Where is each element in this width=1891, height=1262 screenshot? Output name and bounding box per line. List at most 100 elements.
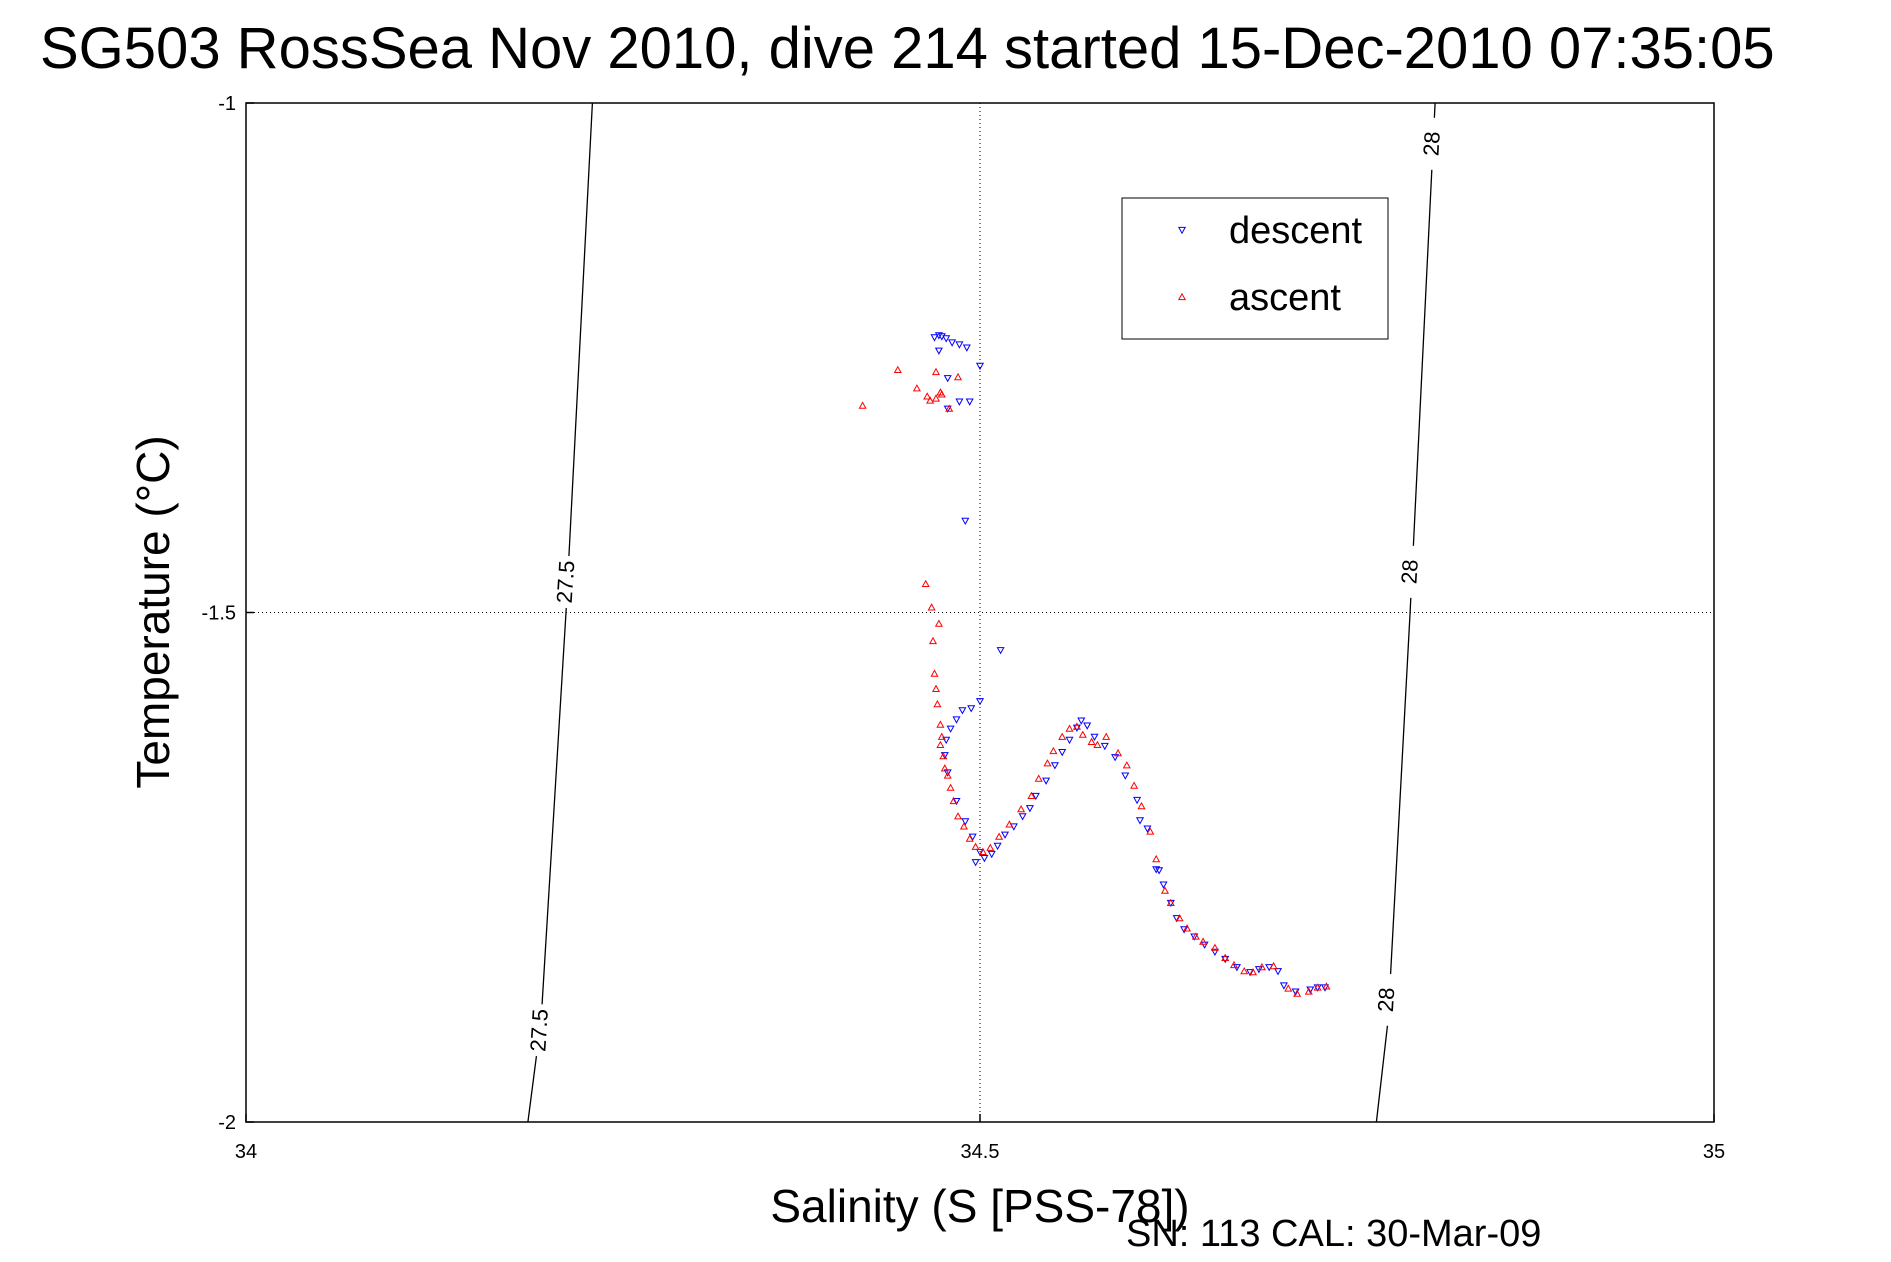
descent-point <box>1143 825 1152 833</box>
ascent-point <box>936 720 945 728</box>
ascent-point <box>1210 943 1219 951</box>
descent-point <box>1180 926 1189 934</box>
descent-point <box>1058 749 1067 757</box>
ascent-point <box>1293 989 1302 997</box>
descent-point <box>940 752 949 760</box>
descent-point <box>1077 717 1086 725</box>
ascent-point <box>933 699 942 708</box>
ascent-point <box>1087 737 1096 745</box>
y-tick-label: -1.5 <box>202 603 236 625</box>
contour-label: 27.5 <box>552 560 580 604</box>
descent-point <box>993 842 1002 851</box>
ascent-point <box>1058 732 1067 740</box>
ascent-point <box>928 636 938 645</box>
contour-label: 27.5 <box>525 1008 553 1052</box>
ascent-point <box>1175 913 1184 922</box>
ascent-point <box>965 834 974 842</box>
ascent-point <box>1102 732 1111 740</box>
descent-point <box>943 405 952 413</box>
ascent-point <box>1322 982 1331 990</box>
axis-ticks: 34 34.5 35 -2 -1.5 -1 <box>202 93 1726 1163</box>
descent-point <box>948 339 957 347</box>
descent-point <box>1133 796 1142 805</box>
descent-point <box>962 344 971 352</box>
descent-point <box>1025 805 1034 813</box>
descent-point <box>934 332 943 340</box>
ascent-point <box>978 847 987 855</box>
legend-label-ascent: ascent <box>1229 277 1341 319</box>
descent-point <box>975 362 985 371</box>
ascent-point <box>1257 962 1266 971</box>
ascent-point <box>923 392 932 400</box>
ascent-point <box>1065 724 1074 732</box>
isopycnal-contours: 27.5 27.5 28 28 28 <box>524 102 1447 1123</box>
descent-point <box>958 707 967 715</box>
descent-point <box>1121 772 1130 780</box>
ascent-point <box>940 764 949 772</box>
ascent-point <box>912 384 921 392</box>
ascent-point <box>939 751 948 760</box>
ascent-point <box>1137 801 1146 810</box>
descent-point <box>1306 986 1315 994</box>
ascent-point <box>1130 781 1139 789</box>
ascent-point <box>1027 791 1036 799</box>
y-tick-label: -1 <box>218 93 236 115</box>
contour-label-bg <box>1417 117 1447 171</box>
descent-point <box>971 859 980 867</box>
descent-point <box>1221 955 1230 964</box>
descent-point <box>996 647 1005 655</box>
ascent-point <box>949 796 958 805</box>
contour-label-bg <box>551 555 581 609</box>
contour-label: 28 <box>1418 131 1444 157</box>
ascent-point <box>921 579 930 587</box>
descent-point <box>942 335 951 343</box>
legend-label-descent: descent <box>1229 210 1363 252</box>
ascent-point <box>934 619 943 627</box>
ascent-point <box>858 401 867 409</box>
ascent-point <box>1017 804 1026 813</box>
ascent-point <box>1049 746 1058 755</box>
ascent-point <box>1122 761 1131 769</box>
descent-point <box>1246 969 1255 977</box>
descent-point <box>1090 733 1099 742</box>
ascent-point <box>986 843 995 851</box>
descent-point <box>1000 831 1010 839</box>
descent-point <box>1291 988 1300 996</box>
ascent-point <box>1078 730 1087 738</box>
data-series <box>858 332 1331 997</box>
contour-label-bg <box>524 1003 555 1058</box>
descent-point <box>1159 881 1168 889</box>
ascent-point <box>1248 967 1258 976</box>
y-axis-label: Temperature (°C) <box>127 435 179 788</box>
descent-point <box>942 736 951 745</box>
ascent-point <box>1229 960 1239 969</box>
contour-label-bg <box>1372 973 1402 1027</box>
contour-label: 28 <box>1396 559 1422 585</box>
descent-point <box>1273 968 1283 976</box>
ascent-point <box>936 740 945 748</box>
chart-title: SG503 RossSea Nov 2010, dive 214 started… <box>40 16 1775 81</box>
ascent-point <box>1160 886 1170 894</box>
ascent-point <box>946 783 955 791</box>
ascent-point <box>926 396 935 404</box>
descent-point <box>1100 742 1109 751</box>
isopycnal-line <box>527 102 594 1123</box>
descent-legend-marker <box>1177 226 1187 235</box>
ascent-point <box>1152 854 1161 863</box>
ascent-point <box>953 372 963 381</box>
descent-point <box>1065 736 1074 745</box>
ascent-point <box>945 404 954 412</box>
descent-point <box>955 341 964 349</box>
ascent-point <box>1269 961 1278 970</box>
ascent-point <box>971 842 980 850</box>
descent-point <box>987 850 996 859</box>
descent-point <box>930 334 939 342</box>
descent-point <box>961 517 970 526</box>
calibration-info: SN: 113 CAL: 30-Mar-09 <box>1126 1213 1541 1255</box>
descent-point <box>1152 866 1161 874</box>
x-tick-label: 34 <box>235 1141 257 1163</box>
ascent-point <box>1284 984 1293 992</box>
descent-point <box>952 798 961 806</box>
descent-point <box>1018 813 1027 821</box>
